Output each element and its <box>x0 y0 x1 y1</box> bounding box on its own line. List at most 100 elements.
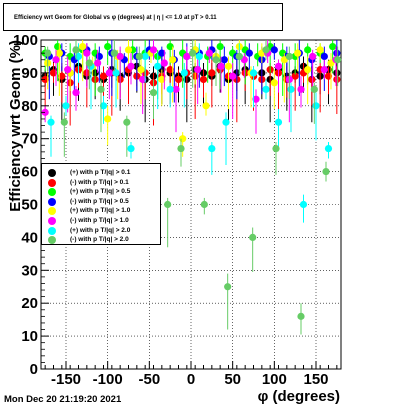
data-point <box>179 135 187 143</box>
data-point <box>127 62 135 70</box>
data-point <box>60 118 68 126</box>
legend-marker-icon <box>48 188 56 197</box>
data-point <box>262 46 270 54</box>
data-point <box>249 69 258 77</box>
data-point <box>72 46 80 54</box>
data-point <box>158 49 166 57</box>
data-point <box>62 102 70 110</box>
legend-label: (-) with p T/|q| > 0.1 <box>70 178 129 186</box>
legend: (+) with p T/|q| > 0.1 (-) with p T/|q| >… <box>41 163 161 245</box>
legend-marker-icon <box>48 169 56 177</box>
y-tick-label: 50 <box>21 197 38 214</box>
data-point <box>200 200 208 209</box>
data-point <box>316 46 324 54</box>
data-point <box>149 89 158 97</box>
data-point <box>333 75 341 84</box>
data-point <box>135 52 143 61</box>
data-point <box>164 200 172 209</box>
legend-label: (-) with p T/|q| > 0.5 <box>70 197 129 205</box>
y-tick-label: 80 <box>21 98 38 115</box>
data-point <box>94 59 102 67</box>
data-point <box>320 52 328 61</box>
data-point <box>222 118 230 126</box>
data-point <box>158 75 166 84</box>
data-point <box>154 62 162 70</box>
legend-label: (+) with p T/|q| > 0.1 <box>70 169 131 176</box>
data-point <box>124 46 133 54</box>
data-point <box>235 52 243 61</box>
data-point <box>99 102 108 110</box>
data-point <box>104 42 112 51</box>
data-point <box>72 89 80 97</box>
data-point <box>205 49 213 57</box>
data-point <box>270 79 278 87</box>
y-tick-label: 100 <box>13 32 38 49</box>
data-point <box>95 52 103 61</box>
data-point <box>194 66 202 74</box>
data-point <box>285 52 293 61</box>
data-point <box>229 72 237 80</box>
data-point <box>309 52 317 61</box>
legend-item: (+) with p T/|q| > 0.1 <box>42 168 160 178</box>
x-tick-label: -50 <box>138 371 160 388</box>
data-point <box>160 59 168 67</box>
data-point <box>208 69 216 77</box>
data-point <box>312 102 320 110</box>
legend-marker-icon <box>48 217 56 225</box>
data-point <box>110 49 118 57</box>
legend-marker-icon <box>48 236 56 245</box>
y-tick-label: 30 <box>21 262 38 279</box>
data-point <box>54 42 62 51</box>
legend-item: (-) with p T/|q| > 2.0 <box>42 235 160 245</box>
data-point <box>41 108 49 116</box>
data-point <box>180 69 188 77</box>
legend-marker-icon <box>48 207 56 216</box>
data-point <box>212 56 220 64</box>
x-tick-label: 100 <box>262 371 287 388</box>
y-tick-label: 40 <box>21 229 38 246</box>
legend-marker-icon <box>48 178 56 187</box>
data-point <box>97 85 105 93</box>
data-point <box>123 118 131 126</box>
data-point <box>99 72 108 80</box>
data-point <box>44 49 52 57</box>
data-point <box>172 85 180 93</box>
data-point <box>139 75 147 84</box>
data-point <box>202 102 210 110</box>
data-point <box>47 118 55 126</box>
legend-label: (+) with p T/|q| > 2.0 <box>70 226 131 234</box>
data-point <box>334 56 342 64</box>
title-box: Efficiency wrt Geom for Global vs φ (deg… <box>3 3 283 31</box>
data-point <box>112 69 120 77</box>
x-axis-title: φ (degrees) <box>258 388 340 405</box>
y-tick-label: 60 <box>21 164 38 181</box>
chart-title: Efficiency wrt Geom for Global vs φ (deg… <box>14 15 217 21</box>
data-point <box>169 56 177 64</box>
data-point <box>189 49 197 57</box>
timestamp: Mon Dec 20 21:19:20 2021 <box>4 394 122 405</box>
data-point <box>329 42 337 51</box>
legend-label: (-) with p T/|q| > 2.0 <box>70 236 129 244</box>
series-6 <box>47 43 333 223</box>
y-tick-label: 90 <box>21 65 38 82</box>
data-point <box>64 66 72 74</box>
data-point <box>116 52 124 61</box>
data-point <box>79 42 87 51</box>
data-point <box>274 62 283 70</box>
legend-item: (+) with p T/|q| > 0.5 <box>42 187 160 197</box>
data-point <box>216 42 224 51</box>
data-point <box>105 69 113 77</box>
x-tick-label: -150 <box>51 371 81 388</box>
data-point <box>217 62 225 70</box>
data-point <box>294 49 302 57</box>
data-point <box>291 72 299 80</box>
data-point <box>166 66 174 74</box>
data-point <box>41 75 49 84</box>
y-tick-label: 0 <box>30 361 38 378</box>
series-5 <box>41 40 340 134</box>
series-7 <box>44 40 342 335</box>
data-point <box>299 200 308 209</box>
x-tick-label: 0 <box>187 371 195 388</box>
data-series <box>41 40 342 335</box>
y-tick-label: 10 <box>21 328 38 345</box>
